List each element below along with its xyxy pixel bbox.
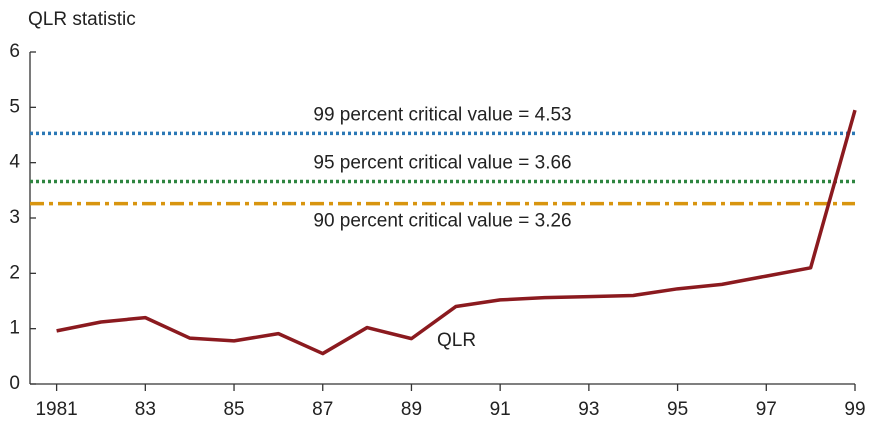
reference-label: 99 percent critical value = 4.53 — [313, 104, 571, 125]
y-tick-label: 2 — [9, 262, 20, 283]
x-tick-label: 1981 — [35, 399, 77, 420]
x-tick-label: 91 — [490, 399, 511, 420]
x-tick-label: 99 — [844, 399, 865, 420]
x-tick-label: 83 — [135, 399, 156, 420]
y-tick-label: 3 — [9, 207, 20, 228]
x-tick-label: 89 — [401, 399, 422, 420]
y-tick-label: 4 — [9, 152, 20, 173]
y-tick-label: 5 — [9, 96, 20, 117]
reference-label: 95 percent critical value = 3.66 — [313, 152, 571, 173]
x-tick-label: 85 — [223, 399, 244, 420]
x-tick-label: 95 — [667, 399, 688, 420]
x-tick-label: 97 — [756, 399, 777, 420]
x-tick-label: 93 — [578, 399, 599, 420]
y-axis-label: QLR statistic — [28, 9, 136, 30]
y-tick-label: 6 — [9, 41, 20, 62]
reference-label: 90 percent critical value = 3.26 — [313, 211, 571, 232]
series-label: QLR — [437, 330, 476, 351]
y-tick-label: 1 — [9, 318, 20, 339]
x-tick-label: 87 — [312, 399, 333, 420]
y-tick-label: 0 — [9, 373, 20, 394]
data-line — [56, 109, 857, 356]
